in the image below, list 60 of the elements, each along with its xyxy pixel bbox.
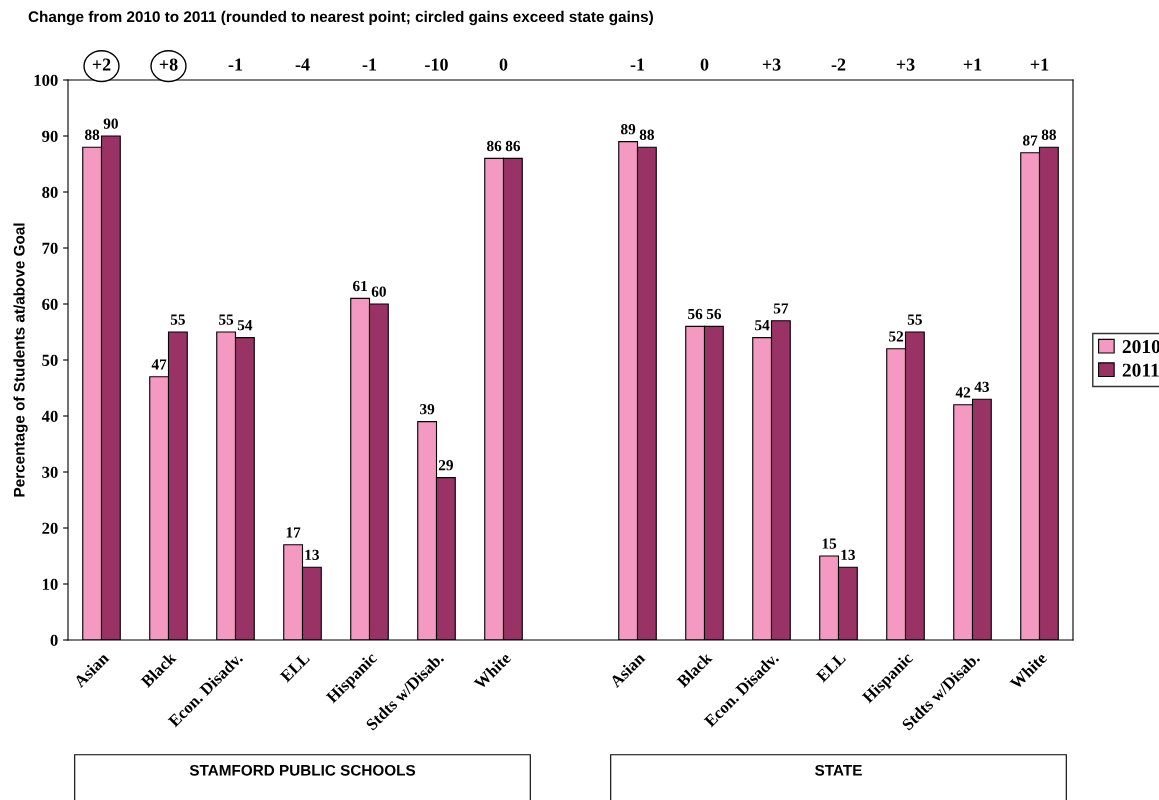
text: STAMFORD PUBLIC SCHOOLS (189, 764, 416, 776)
y-tick-label: 30 (42, 466, 58, 478)
y-tick-label: 10 (42, 578, 58, 590)
text: +3 (896, 58, 915, 71)
data-label: 39 (420, 404, 435, 415)
text: -1 (228, 58, 243, 71)
y-tick-label: 90 (42, 130, 58, 142)
y-tick-label: 40 (41, 410, 58, 422)
data-label: 13 (841, 549, 855, 560)
text: +8 (159, 58, 178, 71)
data-label: 88 (84, 129, 100, 140)
data-label: 54 (755, 320, 770, 331)
text: -1 (630, 58, 645, 71)
data-label: 43 (974, 381, 989, 392)
y-tick-label: 100 (34, 74, 58, 86)
y-tick-label: 60 (42, 298, 58, 310)
data-label: 86 (486, 140, 502, 152)
chart-title: Change from 2010 to 2011 (rounded to nearest point; circled gains exceed state gains) (28, 10, 653, 26)
data-label: 55 (170, 314, 185, 325)
legend-label: 2011 (1122, 363, 1159, 377)
data-label: 15 (822, 538, 837, 549)
text: +3 (762, 58, 781, 71)
text: -1 (362, 58, 377, 71)
data-label: 86 (505, 140, 521, 152)
data-label: 52 (889, 331, 904, 342)
x-tick-label: ELL (279, 652, 311, 683)
data-label: 54 (237, 320, 253, 331)
text: +1 (963, 58, 982, 71)
data-label: 60 (371, 286, 386, 297)
text: 0 (700, 58, 709, 71)
data-label: 87 (1022, 135, 1038, 146)
x-tick-label: ELL (815, 652, 847, 683)
data-label: 90 (103, 118, 118, 129)
y-tick-label: 50 (42, 354, 58, 366)
data-label: 57 (773, 303, 789, 314)
text: -10 (425, 58, 448, 71)
data-label: 55 (907, 314, 922, 325)
text: -2 (831, 58, 846, 71)
data-label: 13 (305, 549, 319, 560)
data-label: 42 (955, 387, 971, 398)
data-label: 88 (1041, 129, 1057, 140)
data-label: 47 (151, 359, 167, 370)
text: +2 (92, 58, 111, 71)
data-label: 17 (286, 527, 301, 538)
text: 0 (499, 58, 508, 71)
text: STATE (815, 764, 862, 776)
y-axis-title: Percentage of Students at/above Goal (13, 223, 28, 497)
text: +1 (1030, 58, 1049, 71)
data-label: 56 (688, 308, 703, 320)
data-label: 56 (706, 308, 722, 320)
data-label: 88 (639, 129, 655, 140)
data-label: 89 (620, 124, 636, 135)
data-label: 29 (438, 460, 453, 471)
y-tick-label: 0 (50, 634, 58, 646)
text: -4 (295, 58, 310, 71)
y-tick-label: 80 (42, 186, 58, 198)
y-tick-label: 70 (42, 242, 58, 254)
y-tick-label: 20 (42, 522, 58, 534)
data-label: 55 (219, 314, 234, 325)
data-label: 61 (353, 280, 367, 292)
